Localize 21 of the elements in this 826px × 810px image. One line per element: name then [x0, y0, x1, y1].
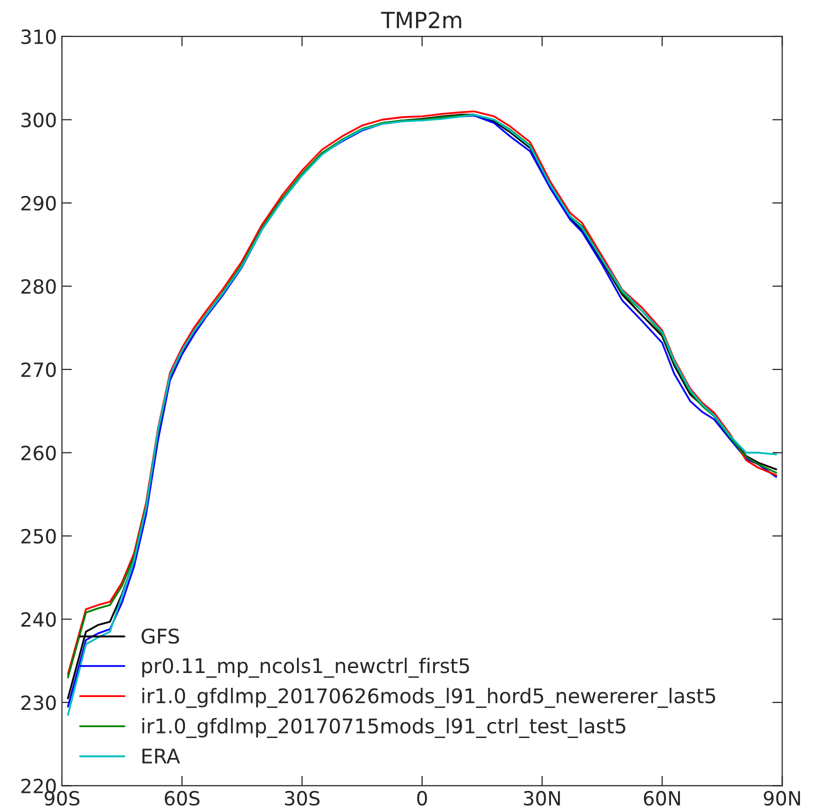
x-tick-label: 30S: [284, 790, 320, 806]
y-tick-label: 240: [21, 612, 56, 627]
y-tick-label: 300: [21, 112, 56, 128]
y-tick-label: 270: [21, 362, 56, 378]
y-tick-label: 230: [21, 695, 56, 710]
legend-label: ir1.0_gfdlmp_20170715mods_l91_ctrl_test_last5: [142, 718, 626, 738]
chart-title: TMP2m: [381, 12, 462, 28]
y-tick-label: 310: [21, 29, 56, 44]
y-tick-label: 290: [21, 196, 56, 211]
y-tick-label: 280: [21, 279, 56, 294]
x-tick-label: 60S: [164, 790, 200, 806]
x-tick-label: 30N: [524, 790, 560, 806]
legend-label: GFS: [142, 628, 179, 644]
x-tick-label: 0: [417, 790, 427, 806]
y-tick-label: 260: [21, 446, 56, 460]
legend-label: ERA: [142, 748, 180, 764]
y-tick-label: 250: [21, 528, 56, 544]
x-tick-label: 60N: [644, 790, 680, 806]
legend-label: pr0.11_mp_ncols1_newctrl_first5: [142, 658, 470, 678]
legend-label: ir1.0_gfdlmp_20170626mods_l91_hord5_newererer_last5: [142, 688, 716, 708]
x-tick-label: 90N: [764, 790, 800, 806]
